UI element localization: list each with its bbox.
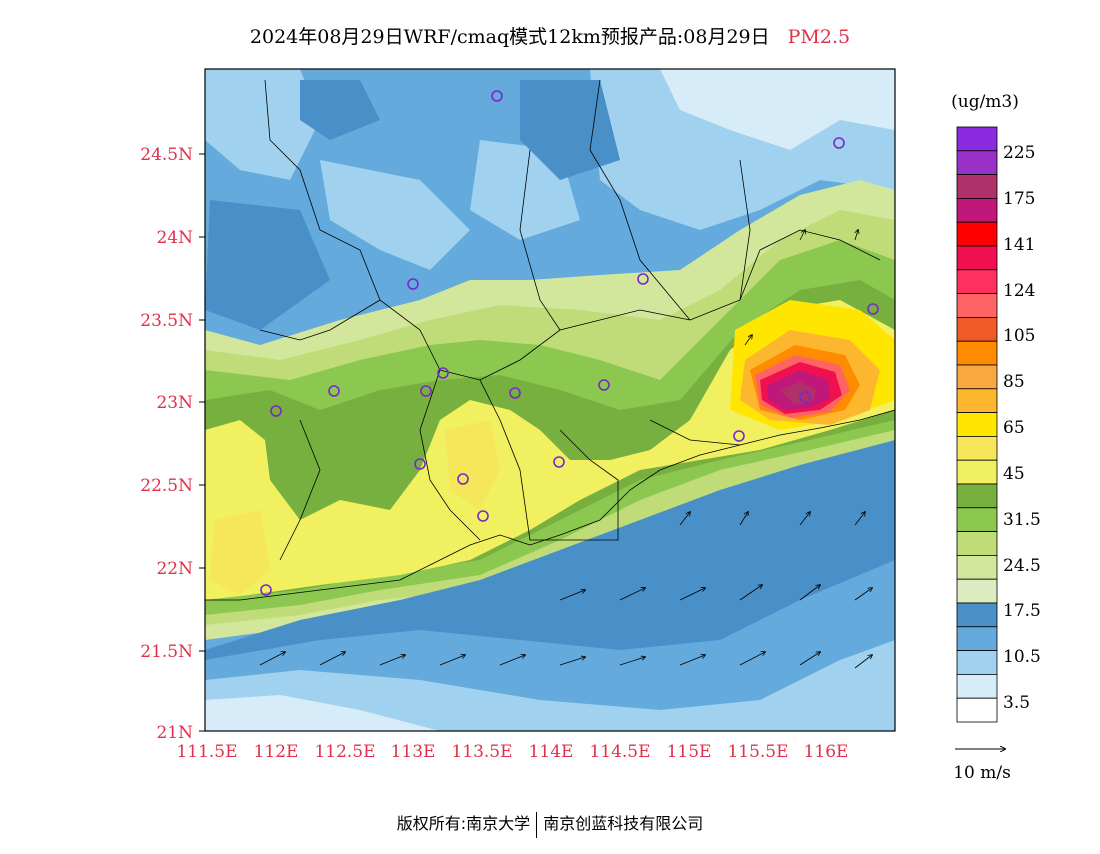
footer-separator bbox=[536, 811, 538, 838]
legend-color-swatch bbox=[956, 221, 998, 247]
legend-color-swatch bbox=[956, 578, 998, 604]
lon-label: 112E bbox=[254, 742, 299, 762]
legend-color-swatch bbox=[956, 626, 998, 651]
legend-color-swatch bbox=[956, 174, 998, 199]
longitude-labels: 111.5E 112E 112.5E 113E 113.5E 114E 114.… bbox=[176, 742, 848, 762]
legend-label: 10.5 bbox=[1003, 647, 1041, 667]
legend-color-swatch bbox=[956, 483, 998, 509]
legend-color-swatch bbox=[956, 197, 998, 223]
legend-color-swatch bbox=[956, 555, 998, 580]
legend-color-swatch bbox=[956, 697, 998, 723]
legend-label: 17.5 bbox=[1003, 601, 1041, 621]
lon-label: 114.5E bbox=[589, 742, 650, 762]
wind-vectors bbox=[259, 230, 872, 669]
map-title: 2024年08月29日WRF/cmaq模式12km预报产品:08月29日 PM2.… bbox=[0, 22, 1100, 49]
legend-color-swatch bbox=[956, 674, 998, 699]
legend-label: 141 bbox=[1003, 235, 1035, 255]
legend-color-swatch bbox=[956, 507, 998, 532]
lat-label: 21N bbox=[156, 723, 193, 743]
lat-label: 24.5N bbox=[140, 145, 193, 165]
legend-label: 65 bbox=[1003, 418, 1025, 438]
lon-label: 113.5E bbox=[451, 742, 512, 762]
legend-label: 124 bbox=[1003, 281, 1035, 301]
company-name: 南京创蓝科技有限公司 bbox=[543, 814, 704, 833]
lon-label: 114E bbox=[529, 742, 574, 762]
legend-label: 45 bbox=[1003, 464, 1025, 484]
lon-label: 113E bbox=[391, 742, 436, 762]
lon-label: 116E bbox=[804, 742, 849, 762]
boundaries bbox=[205, 79, 895, 601]
lon-label: 115.5E bbox=[727, 742, 788, 762]
legend-label: 175 bbox=[1003, 189, 1035, 209]
title-text: 2024年08月29日WRF/cmaq模式12km预报产品:08月29日 bbox=[249, 26, 770, 48]
legend-color-swatch bbox=[956, 316, 998, 342]
lat-label: 22N bbox=[156, 559, 193, 579]
lat-label: 21.5N bbox=[140, 642, 193, 662]
legend-label: 24.5 bbox=[1003, 556, 1041, 576]
legend-color-swatch bbox=[956, 435, 998, 461]
legend-color-swatch bbox=[956, 531, 998, 556]
legend-color-swatch bbox=[956, 364, 998, 390]
footer: 版权所有:南京大学 南京创蓝科技有限公司 bbox=[0, 810, 1100, 838]
legend-color-swatch bbox=[956, 269, 998, 294]
wind-scale-label: 10 m/s bbox=[953, 763, 1011, 783]
legend-color-swatch bbox=[956, 293, 998, 318]
lat-label: 23.5N bbox=[140, 311, 193, 331]
legend-label: 85 bbox=[1003, 372, 1025, 392]
lon-label: 112.5E bbox=[314, 742, 375, 762]
legend-colorbar bbox=[956, 126, 998, 723]
legend-color-swatch bbox=[956, 126, 998, 152]
city-markers bbox=[260, 90, 879, 596]
copyright-text: 版权所有:南京大学 bbox=[396, 814, 531, 833]
lon-label: 111.5E bbox=[176, 742, 237, 762]
latitude-labels: 24.5N 24N 23.5N 23N 22.5N 22N 21.5N 21N bbox=[140, 145, 193, 743]
legend-label: 225 bbox=[1003, 143, 1035, 163]
legend-label: 105 bbox=[1003, 326, 1035, 346]
lon-label: 115E bbox=[667, 742, 712, 762]
legend-color-swatch bbox=[956, 245, 998, 271]
legend-color-swatch bbox=[956, 602, 998, 628]
variable-name: PM2.5 bbox=[787, 26, 851, 48]
legend-labels: 225 175 141 124 105 85 65 45 31.5 24.5 1… bbox=[1003, 143, 1041, 713]
legend-color-swatch bbox=[956, 388, 998, 413]
legend-unit: (ug/m3) bbox=[951, 92, 1019, 112]
map-frame bbox=[204, 68, 896, 732]
legend-label: 31.5 bbox=[1003, 510, 1041, 530]
legend-color-swatch bbox=[956, 459, 998, 485]
legend-label: 3.5 bbox=[1003, 693, 1030, 713]
legend-color-swatch bbox=[956, 150, 998, 176]
legend-color-swatch bbox=[956, 340, 998, 366]
legend-color-swatch bbox=[956, 412, 998, 437]
lat-label: 24N bbox=[156, 228, 193, 248]
lat-label: 22.5N bbox=[140, 476, 193, 496]
lat-label: 23N bbox=[156, 393, 193, 413]
pm25-field bbox=[205, 69, 895, 731]
legend-color-swatch bbox=[956, 650, 998, 675]
